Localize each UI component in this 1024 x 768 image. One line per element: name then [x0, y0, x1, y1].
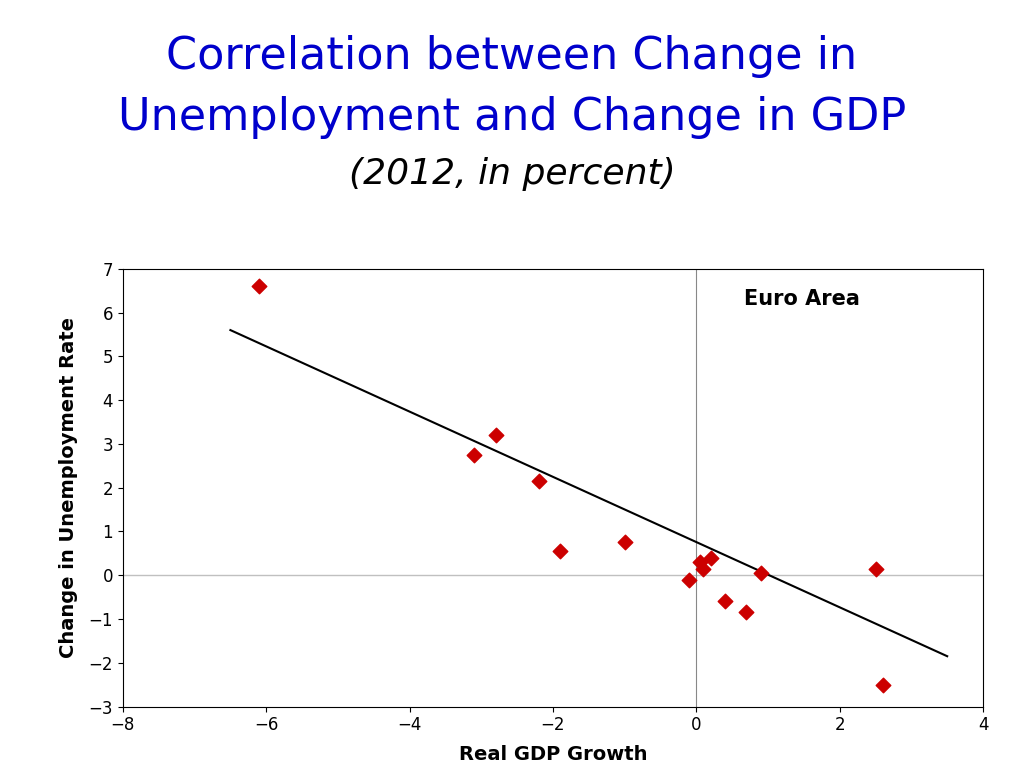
Point: [466, 449, 482, 461]
Point: [753, 567, 769, 579]
Text: (2012, in percent): (2012, in percent): [348, 157, 676, 191]
Text: Correlation between Change in: Correlation between Change in: [167, 35, 857, 78]
Point: [717, 595, 733, 607]
X-axis label: Real GDP Growth: Real GDP Growth: [459, 746, 647, 764]
Point: [681, 574, 697, 586]
Text: Euro Area: Euro Area: [744, 290, 860, 310]
Point: [552, 545, 568, 558]
Point: [695, 562, 712, 574]
Point: [691, 556, 708, 568]
Text: Unemployment and Change in GDP: Unemployment and Change in GDP: [118, 96, 906, 139]
Y-axis label: Change in Unemployment Rate: Change in Unemployment Rate: [58, 317, 78, 658]
Point: [874, 679, 891, 691]
Point: [616, 536, 633, 548]
Point: [251, 280, 267, 293]
Point: [487, 429, 504, 442]
Point: [702, 551, 719, 564]
Point: [867, 562, 884, 574]
Point: [530, 475, 547, 487]
Point: [738, 606, 755, 618]
